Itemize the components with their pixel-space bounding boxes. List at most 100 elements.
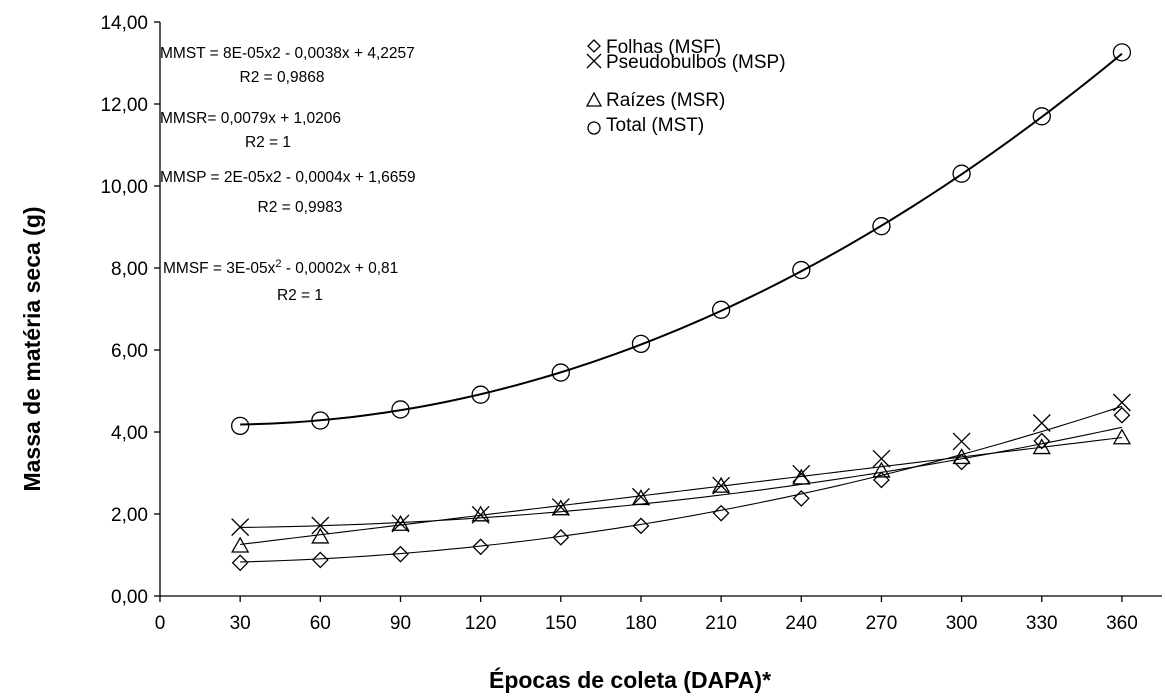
data-point-folhas <box>392 545 409 563</box>
x-tick-label: 330 <box>1026 613 1058 634</box>
data-point-raizes <box>391 514 410 531</box>
data-point-total <box>631 334 651 354</box>
x-tick-label: 30 <box>230 613 251 634</box>
legend-label-folhas: Folhas (MSF) <box>606 37 721 58</box>
data-point-raizes <box>872 461 891 478</box>
legend-diamond-icon <box>587 39 601 53</box>
data-point-raizes <box>551 499 570 516</box>
y-tick-label: 2,00 <box>111 505 148 526</box>
data-point-pseudobulbos <box>1112 393 1131 412</box>
x-tick-label: 60 <box>310 613 331 634</box>
data-point-raizes <box>231 536 250 553</box>
trend-line-pseudobulbos <box>240 426 1123 528</box>
legend-item-total: Total (MST) <box>587 115 704 136</box>
y-tick-label: 8,00 <box>111 259 148 280</box>
y-axis-title: Massa de matéria seca (g) <box>19 206 45 491</box>
equation-raizes-formula: MMSR= 0,0079x + 1,0206 <box>160 110 341 127</box>
data-point-pseudobulbos <box>952 432 971 451</box>
equation-pseudobulbos-r2: R2 = 0,9983 <box>258 199 343 216</box>
data-point-folhas <box>1113 406 1131 424</box>
legend-item-raizes: Raízes (MSR) <box>585 90 725 111</box>
trend-line-raizes <box>240 437 1122 545</box>
data-point-total <box>1032 107 1051 126</box>
data-point-total <box>391 400 410 419</box>
data-point-raizes <box>711 476 731 493</box>
data-point-total <box>792 260 811 280</box>
data-point-folhas <box>792 490 810 507</box>
data-point-folhas <box>1033 432 1051 450</box>
equation-raizes-r2: R2 = 1 <box>245 134 291 151</box>
x-tick-label: 210 <box>705 613 737 634</box>
data-point-folhas <box>873 471 890 489</box>
x-tick-label: 90 <box>390 613 411 634</box>
equation-folhas-r2: R2 = 1 <box>277 287 323 304</box>
equation-folhas-post: - 0,0002x + 0,81 <box>282 260 399 277</box>
data-point-total <box>471 385 490 404</box>
data-point-pseudobulbos <box>872 449 891 468</box>
y-tick-label: 10,00 <box>100 177 148 198</box>
x-tick-label: 150 <box>545 613 577 634</box>
x-tick-label: 270 <box>866 613 898 634</box>
equation-total: MMST = 8E-05x2 - 0,0038x + 4,2257 R2 = 0… <box>160 45 415 86</box>
data-point-raizes <box>631 489 651 506</box>
x-axis-title: Épocas de coleta (DAPA)* <box>489 666 771 693</box>
equation-pseudobulbos: MMSP = 2E-05x2 - 0,0004x + 1,6659 R2 = 0… <box>160 169 416 216</box>
data-point-total <box>1112 43 1132 62</box>
data-point-total <box>311 411 330 430</box>
data-point-pseudobulbos <box>1032 414 1051 432</box>
legend-label-total: Total (MST) <box>606 115 704 136</box>
equation-folhas-pre: MMSF = 3E-05x <box>163 260 276 277</box>
equation-total-r2: R2 = 0,9868 <box>240 69 325 86</box>
data-point-raizes <box>471 505 490 522</box>
trend-line-total <box>240 52 1123 426</box>
data-point-pseudobulbos <box>311 516 330 535</box>
trend-line-folhas <box>240 405 1123 563</box>
data-point-total <box>551 363 570 382</box>
plot-area: 0,00 2,00 4,00 6,00 8,00 10,00 12,00 14,00 0 30 60… <box>100 13 1162 634</box>
legend-label-raizes: Raízes (MSR) <box>606 90 725 111</box>
data-point-total <box>231 416 250 436</box>
data-point-folhas <box>712 504 730 522</box>
legend-triangle-icon <box>585 91 603 107</box>
x-tick-label: 180 <box>625 613 657 634</box>
data-point-raizes <box>1032 438 1051 455</box>
y-tick-label: 0,00 <box>111 587 148 608</box>
data-point-total <box>952 164 971 183</box>
data-point-pseudobulbos <box>231 518 250 537</box>
data-point-folhas <box>231 554 249 572</box>
x-tick-label: 360 <box>1106 613 1138 634</box>
data-point-folhas <box>552 528 570 546</box>
data-point-raizes <box>1112 428 1132 445</box>
legend-label-pseudobulbos: Pseudobulbos (MSP) <box>606 52 786 73</box>
legend-circle-icon <box>587 121 601 135</box>
data-point-raizes <box>792 468 811 485</box>
legend: Folhas (MSF) Pseudobulbos (MSP) Raízes (… <box>585 37 786 136</box>
equation-folhas-sup: 2 <box>275 258 281 270</box>
data-point-total <box>711 300 731 319</box>
data-point-folhas <box>472 538 490 556</box>
data-point-total <box>872 217 891 236</box>
data-point-pseudobulbos <box>391 514 410 533</box>
y-tick-label: 4,00 <box>111 423 148 444</box>
data-point-folhas <box>632 517 650 535</box>
legend-item-folhas: Folhas (MSF) <box>587 37 721 58</box>
legend-x-icon <box>586 53 602 69</box>
data-point-raizes <box>952 448 971 465</box>
data-point-folhas <box>311 551 329 569</box>
x-tick-label: 300 <box>946 613 978 634</box>
data-point-pseudobulbos <box>632 487 650 506</box>
data-point-raizes <box>311 527 330 544</box>
equation-raizes: MMSR= 0,0079x + 1,0206 R2 = 1 <box>160 110 341 151</box>
y-tick-label: 14,00 <box>100 13 148 34</box>
x-tick-label: 0 <box>155 613 166 634</box>
equation-total-formula: MMST = 8E-05x2 - 0,0038x + 4,2257 <box>160 45 415 62</box>
x-tick-label: 240 <box>785 613 817 634</box>
y-tick-label: 6,00 <box>111 341 148 362</box>
x-tick-label: 120 <box>465 613 497 634</box>
data-point-pseudobulbos <box>551 498 570 516</box>
equation-pseudobulbos-formula: MMSP = 2E-05x2 - 0,0004x + 1,6659 <box>160 169 416 186</box>
y-tick-label: 12,00 <box>100 95 148 116</box>
equation-folhas: MMSF = 3E-05x2 - 0,0002x + 0,81 R2 = 1 <box>163 258 398 304</box>
legend-item-pseudobulbos: Pseudobulbos (MSP) <box>586 52 786 73</box>
